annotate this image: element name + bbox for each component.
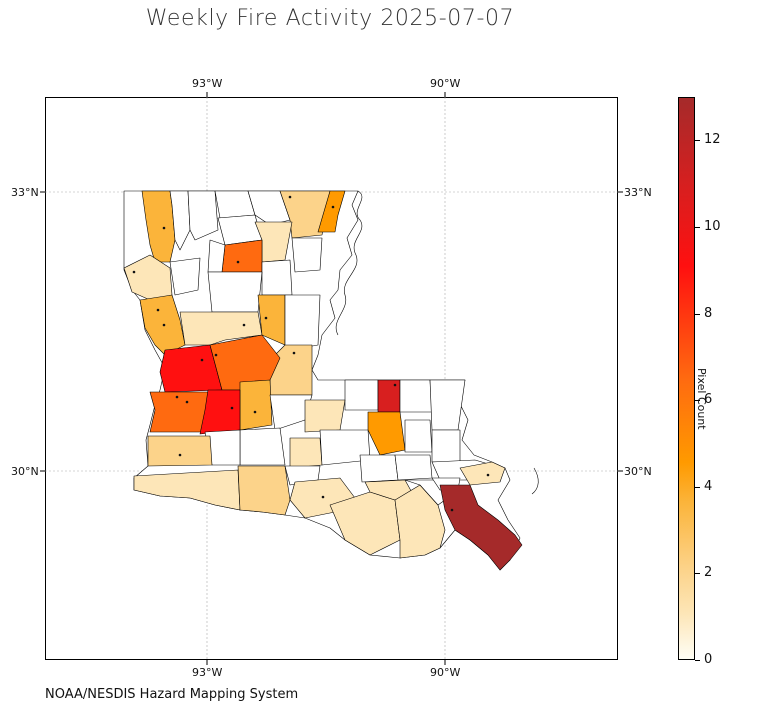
parish-la-salle	[284, 294, 321, 351]
parish-richland	[291, 237, 323, 273]
parish-avoyelles	[239, 379, 273, 431]
parish-calcasieu	[147, 435, 213, 467]
colorbar-tick-label: 12	[704, 132, 721, 148]
lon-label-bottom-90w: 90°W	[430, 666, 461, 679]
parish-caldwell	[261, 259, 293, 296]
parish-ascension	[394, 454, 433, 481]
parish-orleans	[459, 461, 506, 486]
parish-west-feliciana	[344, 379, 379, 411]
colorbar-title: Pixel Count	[695, 368, 708, 430]
colorbar-tick-mark	[695, 400, 700, 402]
colorbar-tick-mark	[695, 486, 700, 488]
lat-label-left-33n: 33°N	[11, 186, 39, 199]
parish-st-mary	[329, 491, 401, 556]
lon-label-bottom-93w: 93°W	[192, 666, 223, 679]
map-title: Weekly Fire Activity 2025-07-07	[145, 6, 515, 31]
parishes	[123, 190, 523, 571]
colorbar-tick-label: 8	[704, 305, 713, 321]
parish-plaquemines	[439, 484, 523, 571]
colorbar-tick-mark	[695, 313, 700, 315]
lat-label-right-33n: 33°N	[624, 186, 652, 199]
colorbar-tick-label: 6	[704, 392, 713, 408]
parish-east-feliciana	[377, 379, 401, 413]
parish-tangipahoa	[431, 429, 461, 463]
parish-st-landry	[239, 427, 286, 466]
parish-lincoln	[217, 214, 263, 246]
parish-st-martin-n	[289, 437, 323, 469]
lat-label-right-30n: 30°N	[624, 465, 652, 478]
parish-jackson	[207, 239, 226, 273]
colorbar	[678, 97, 695, 660]
parish-natchitoches	[179, 311, 263, 346]
parish-red-river	[169, 257, 201, 296]
parish-bienville	[221, 239, 263, 273]
colorbar-tick-mark	[695, 660, 700, 661]
colorbar-tick-label: 10	[704, 218, 721, 234]
lon-label-top-93w: 93°W	[192, 77, 223, 90]
source-credit: NOAA/NESDIS Hazard Mapping System	[45, 687, 299, 702]
graticule-lines	[45, 97, 618, 660]
parish-beauregard	[149, 391, 209, 433]
colorbar-tick-label: 0	[704, 652, 713, 667]
fire-points	[132, 195, 490, 512]
colorbar-tick-mark	[695, 226, 700, 228]
colorbar-tick-mark	[695, 140, 700, 142]
parish-livingston	[404, 419, 433, 453]
parish-webster	[187, 190, 219, 241]
parish-cameron	[133, 469, 241, 511]
parish-east-baton-rouge	[367, 411, 406, 456]
lon-label-top-90w: 90°W	[430, 77, 461, 90]
colorbar-tick-label: 2	[704, 565, 713, 581]
parish-winn	[207, 271, 263, 313]
parish-pointe-coupee	[304, 399, 346, 433]
parish-vermilion	[237, 465, 291, 516]
parish-st-helena	[399, 379, 433, 413]
parish-west-carroll	[317, 190, 346, 233]
colorbar-tick-mark	[695, 573, 700, 575]
lat-label-left-30n: 30°N	[11, 465, 39, 478]
parish-vernon	[159, 344, 223, 393]
parish-iberville	[359, 454, 399, 483]
parish-morehouse	[279, 190, 331, 239]
colorbar-tick-label: 4	[704, 478, 713, 494]
